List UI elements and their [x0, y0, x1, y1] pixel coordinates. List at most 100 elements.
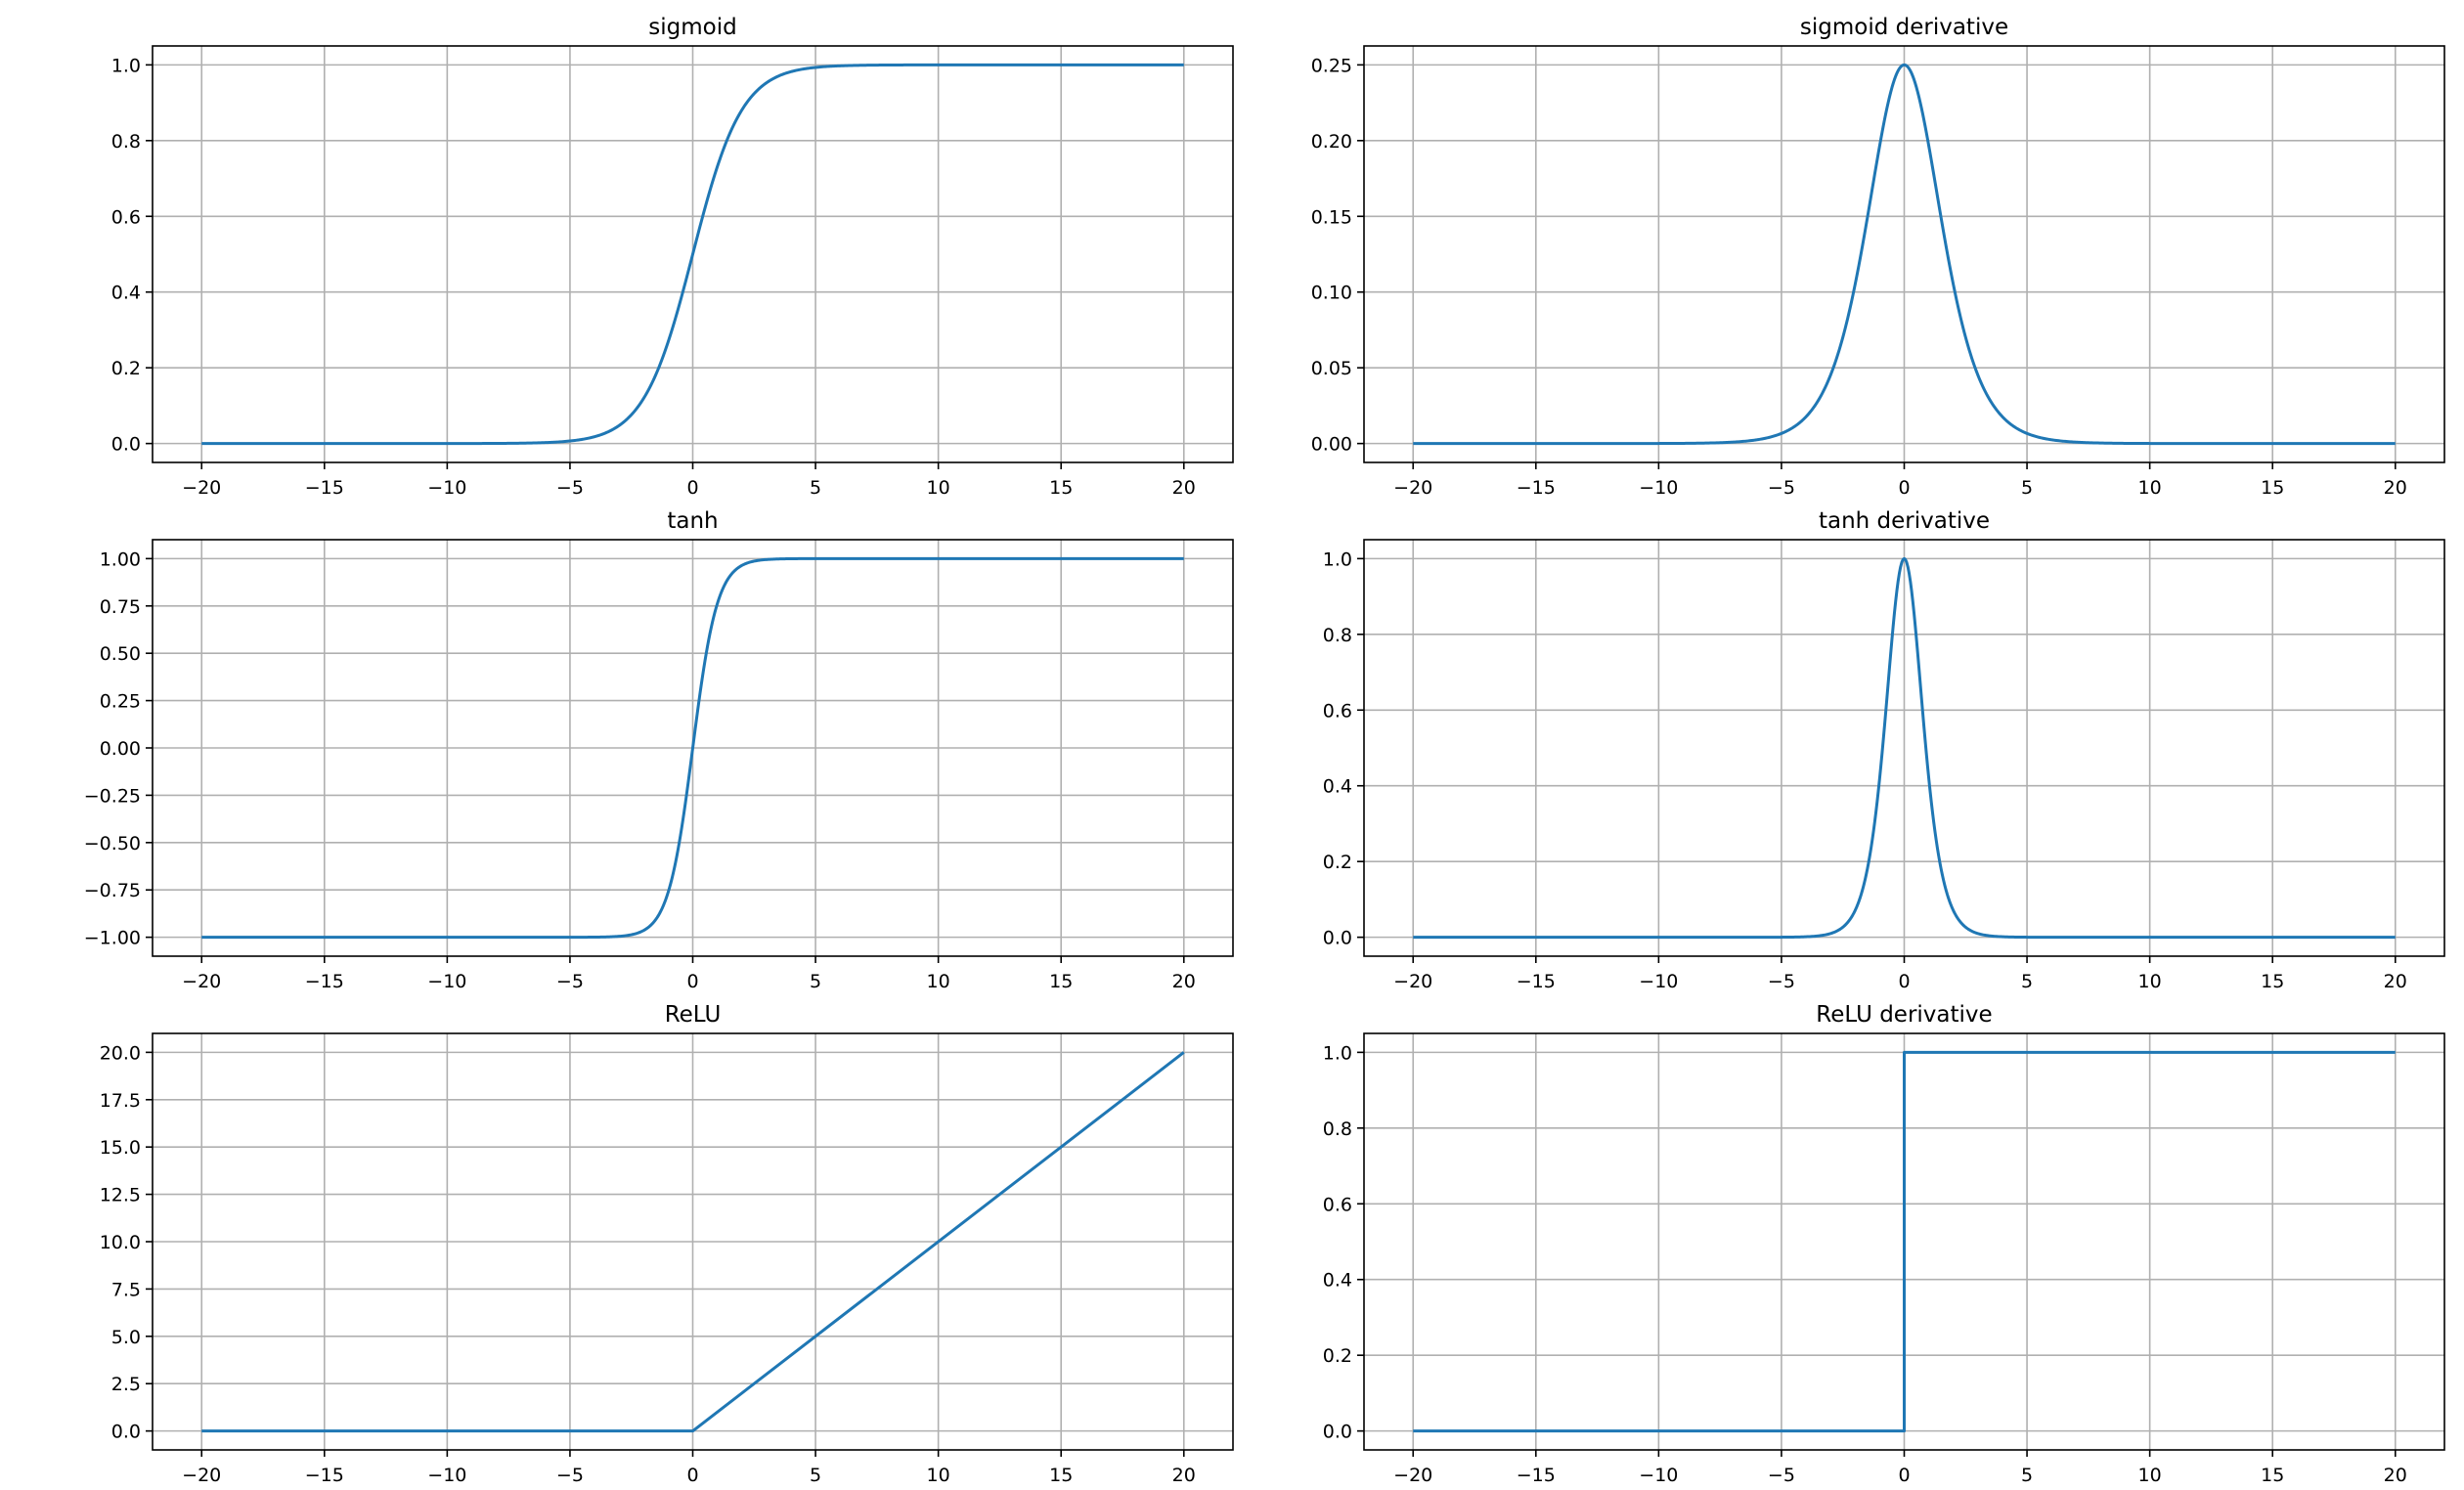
x-tick-label: 20 — [2384, 971, 2407, 992]
series-line-relu-derivative — [1413, 1050, 2396, 1433]
x-tick-label: 10 — [927, 971, 950, 992]
y-tick-label: 0.0 — [1323, 1422, 1352, 1443]
x-tick-label: −5 — [1768, 477, 1795, 499]
y-tick-label: 17.5 — [100, 1090, 141, 1112]
y-tick-label: 0.8 — [111, 131, 141, 153]
y-tick-label: 0.20 — [1311, 131, 1352, 153]
y-tick-label: 5.0 — [111, 1327, 141, 1348]
x-tick-label: 15 — [2261, 477, 2284, 499]
x-tick-label: 20 — [2384, 477, 2407, 499]
series-line-sigmoid — [200, 63, 1185, 446]
x-tick-label: 5 — [810, 1465, 821, 1486]
x-tick-label: 15 — [2261, 971, 2284, 992]
y-tick-label: 0.50 — [100, 643, 141, 665]
y-tick-label: 0.2 — [1323, 852, 1352, 873]
x-tick-label: −15 — [1517, 477, 1556, 499]
y-tick-label: 0.0 — [1323, 928, 1352, 949]
y-tick-label: 7.5 — [111, 1279, 141, 1300]
y-tick-label: 1.0 — [1323, 548, 1352, 570]
x-tick-label: 0 — [1898, 971, 1910, 992]
y-tick-label: 0.10 — [1311, 283, 1352, 304]
y-tick-label: 0.8 — [1323, 625, 1352, 646]
x-tick-label: −20 — [182, 477, 221, 499]
x-tick-label: 15 — [1049, 971, 1073, 992]
x-tick-label: 10 — [927, 1465, 950, 1486]
x-tick-label: 5 — [2021, 1465, 2033, 1486]
subplot-title: ReLU derivative — [1816, 1002, 1992, 1028]
x-tick-label: 10 — [2138, 1465, 2162, 1486]
x-tick-label: −20 — [182, 1465, 221, 1486]
y-tick-label: 0.4 — [1323, 1270, 1352, 1292]
subplot-relu: −20 −15 −10 −5 0 5 10 15 20 0.0 2.5 5.0 7.5 10.0 12.5 1… — [100, 1002, 1234, 1486]
y-tick-label: −0.25 — [84, 785, 141, 807]
y-tick-label: 0.25 — [1311, 55, 1352, 76]
y-tick-label: 0.00 — [1311, 434, 1352, 456]
y-tick-label: 2.5 — [111, 1374, 141, 1395]
x-tick-label: −10 — [427, 1465, 466, 1486]
y-tick-label: 0.4 — [111, 283, 141, 304]
x-tick-label: −5 — [1768, 1465, 1795, 1486]
x-tick-label: 10 — [2138, 477, 2162, 499]
x-tick-label: −20 — [1393, 1465, 1432, 1486]
x-tick-label: 15 — [2261, 1465, 2284, 1486]
x-tick-label: 0 — [686, 477, 698, 499]
x-tick-label: 20 — [1172, 971, 1196, 992]
x-tick-label: 20 — [1172, 477, 1196, 499]
x-tick-label: −10 — [1639, 971, 1678, 992]
y-tick-label: 10.0 — [100, 1232, 141, 1253]
y-tick-label: 0.8 — [1323, 1118, 1352, 1140]
subplot-tanh: −20 −15 −10 −5 0 5 10 15 20 −1.00 −0.75 −0.50 −0.25 0… — [84, 508, 1234, 992]
y-tick-label: 15.0 — [100, 1137, 141, 1159]
y-tick-label: −0.50 — [84, 833, 141, 855]
y-tick-label: −1.00 — [84, 928, 141, 949]
y-tick-label: 20.0 — [100, 1042, 141, 1064]
series-line-tanh — [200, 556, 1185, 940]
x-tick-label: −20 — [182, 971, 221, 992]
x-tick-label: −15 — [1517, 971, 1556, 992]
subplot-title: tanh derivative — [1819, 508, 1990, 534]
x-tick-label: 15 — [1049, 1465, 1073, 1486]
subplot-title: sigmoid — [648, 15, 736, 40]
y-tick-label: 0.6 — [1323, 1194, 1352, 1215]
y-tick-label: 0.00 — [100, 738, 141, 760]
x-tick-label: 5 — [2021, 477, 2033, 499]
y-tick-label: 0.2 — [1323, 1345, 1352, 1367]
x-tick-label: 10 — [2138, 971, 2162, 992]
x-tick-label: 0 — [686, 971, 698, 992]
x-tick-label: −20 — [1393, 971, 1432, 992]
x-tick-label: 5 — [810, 477, 821, 499]
x-tick-label: −10 — [427, 477, 466, 499]
subplot-title: ReLU — [665, 1002, 722, 1028]
y-tick-label: 0.0 — [111, 434, 141, 456]
x-tick-label: −10 — [1639, 1465, 1678, 1486]
x-tick-label: −15 — [305, 477, 344, 499]
y-tick-label: −0.75 — [84, 880, 141, 901]
x-tick-label: −5 — [556, 1465, 584, 1486]
subplot-title: sigmoid derivative — [1800, 15, 2008, 40]
x-tick-label: −15 — [305, 971, 344, 992]
y-tick-label: 1.0 — [1323, 1042, 1352, 1064]
x-tick-label: 5 — [810, 971, 821, 992]
y-tick-label: 0.05 — [1311, 358, 1352, 379]
y-tick-label: 0.0 — [111, 1422, 141, 1443]
x-tick-label: 20 — [1172, 1465, 1196, 1486]
subplot-tanh-derivative: −20 −15 −10 −5 0 5 10 15 20 0.0 0.2 0.4 0.6 0.8 1.0 tan… — [1323, 508, 2445, 992]
y-tick-label: 12.5 — [100, 1185, 141, 1206]
series-line-relu — [201, 1051, 1185, 1433]
x-tick-label: 20 — [2384, 1465, 2407, 1486]
y-tick-label: 0.25 — [100, 691, 141, 713]
subplot-sigmoid-derivative: −20 −15 −10 −5 0 5 10 15 20 0.00 0.05 0.10 0.15 0.20 0… — [1311, 15, 2445, 499]
x-tick-label: 10 — [927, 477, 950, 499]
x-tick-label: −5 — [556, 971, 584, 992]
x-tick-label: −10 — [427, 971, 466, 992]
series-line-tanh-derivative — [1412, 556, 2397, 940]
x-tick-label: 0 — [1898, 477, 1910, 499]
x-tick-label: 0 — [686, 1465, 698, 1486]
x-tick-label: 0 — [1898, 1465, 1910, 1486]
x-tick-label: 15 — [1049, 477, 1073, 499]
y-tick-label: 0.15 — [1311, 206, 1352, 228]
y-tick-label: 0.4 — [1323, 776, 1352, 798]
y-tick-label: 0.6 — [1323, 700, 1352, 722]
x-tick-label: 5 — [2021, 971, 2033, 992]
